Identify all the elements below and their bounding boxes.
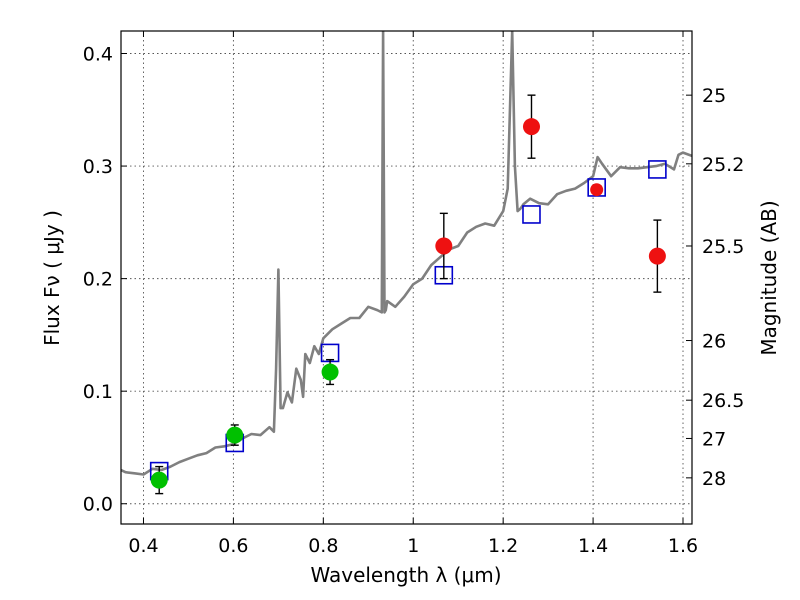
model-box-point xyxy=(522,205,541,224)
y-tick-label: 0.2 xyxy=(83,269,113,291)
y2-tick-label: 25 xyxy=(702,85,726,107)
y-tick-label: 0.3 xyxy=(83,156,113,178)
x-tick-label: 1.2 xyxy=(488,535,518,557)
plot-frame xyxy=(120,30,693,525)
y-tick-label: 0.4 xyxy=(83,44,113,66)
model-box-point xyxy=(648,160,667,179)
y2-tick-label: 25.2 xyxy=(702,154,744,176)
photometry-point xyxy=(226,426,244,444)
y-tick-label: 0.1 xyxy=(83,381,113,403)
photometry-point xyxy=(590,183,604,197)
y-tick-label: 0.0 xyxy=(83,494,113,516)
plot-area xyxy=(121,31,692,495)
tick-labels: 0.4 0.6 0.8 1 1.2 1.4 1.6 0.0 0.1 0.2 0.3 0.4 25 25.2… xyxy=(83,44,745,557)
axes-ticks xyxy=(121,31,692,524)
y2-tick-label: 28 xyxy=(702,468,726,490)
grid xyxy=(121,31,692,524)
x-tick-label: 1.6 xyxy=(668,535,698,557)
y2-tick-label: 27 xyxy=(702,428,726,450)
photometry-point xyxy=(435,237,453,255)
photometry-point xyxy=(150,471,168,489)
model-box-point xyxy=(320,343,340,363)
x-tick-label: 1 xyxy=(407,535,419,557)
x-tick-label: 0.4 xyxy=(128,535,158,557)
x-tick-label: 1.4 xyxy=(578,535,608,557)
photometry-point xyxy=(648,247,666,265)
y2-axis-label: Magnitude (AB) xyxy=(757,200,781,355)
y2-tick-label: 26.5 xyxy=(702,390,744,412)
photometry-point xyxy=(522,118,540,136)
x-axis-label: Wavelength λ (μm) xyxy=(310,563,501,587)
y2-tick-label: 25.5 xyxy=(702,236,744,258)
sed-model-line xyxy=(121,31,692,476)
y-axis-label: Flux Fν ( μJy ) xyxy=(40,210,64,346)
y2-tick-label: 26 xyxy=(702,331,726,353)
x-tick-label: 0.6 xyxy=(218,535,248,557)
photometry-point xyxy=(321,363,339,381)
x-tick-label: 0.8 xyxy=(308,535,338,557)
